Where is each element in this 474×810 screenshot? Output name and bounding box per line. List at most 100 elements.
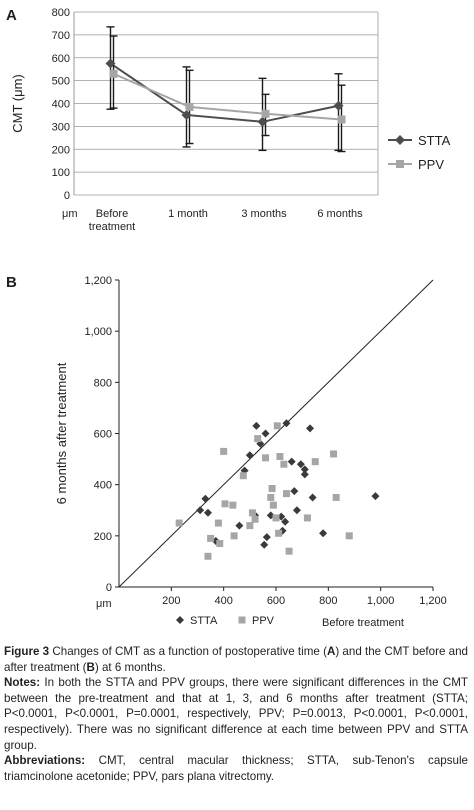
panel-b-point-stta — [281, 517, 290, 526]
panel-b-point-ppv — [330, 450, 338, 458]
caption-figure-text-2: ) and the CMT before and after treatment… — [4, 645, 468, 674]
caption-panel-a-ref: A — [326, 645, 336, 658]
panel-b-point-stta — [300, 470, 309, 479]
panel-a-y-tick-label: 700 — [52, 30, 70, 42]
panel-b-point-stta — [296, 460, 305, 469]
panel-b-point-ppv — [248, 509, 256, 517]
panel-b-point-stta — [290, 487, 299, 496]
panel-b-point-stta — [282, 419, 291, 428]
caption-figure-text-3: ) at 6 months. — [94, 660, 166, 674]
panel-b-point-stta — [308, 493, 317, 502]
caption-abbr-label: Abbreviations: — [4, 754, 86, 768]
panel-a-y-tick-label: 500 — [52, 76, 70, 88]
panel-a-y-tick-label: 600 — [52, 53, 70, 65]
panel-b-point-stta — [260, 540, 269, 549]
panel-b-point-stta — [371, 492, 380, 501]
panel-b-point-ppv — [221, 500, 229, 508]
panel-a-y-tick-label: 800 — [52, 7, 70, 19]
panel-b-point-stta — [262, 533, 271, 542]
panel-a-point-ppv — [185, 102, 194, 111]
caption-notes-text: In both the STTA and PPV groups, there w… — [4, 676, 468, 752]
panel-b-point-stta — [245, 451, 254, 460]
panel-b-point-stta — [292, 506, 301, 515]
panel-a-x-tick-label: 1 month — [168, 208, 208, 220]
panel-a-x-tick-line: Before — [96, 208, 128, 220]
panel-a-y-axis-label: CMT (μm) — [10, 74, 25, 133]
panel-b-x-tick-label: 400 — [214, 595, 232, 607]
panel-b-point-ppv — [345, 532, 353, 540]
panel-b-point-stta — [252, 421, 261, 430]
panel-b-point-ppv — [216, 540, 224, 548]
panel-a-legend-label: PPV — [418, 157, 444, 172]
panel-b-point-ppv — [311, 458, 319, 466]
panel-b-point-stta — [287, 457, 296, 466]
panel-b-y-tick-label: 200 — [94, 531, 112, 543]
panel-a-y-tick-label: 400 — [52, 99, 70, 111]
panel-b-y-tick-label: 800 — [94, 377, 112, 389]
panel-a-x-axis-label: μm — [62, 208, 78, 220]
caption-abbr-text: CMT, central macular thickness; STTA, su… — [4, 754, 468, 783]
panel-b-point-ppv — [303, 514, 311, 522]
panel-a-x-tick-label: Before treatment — [89, 208, 135, 233]
panel-b-y-tick-label: 600 — [94, 429, 112, 441]
panel-b-point-stta — [319, 529, 328, 538]
panel-b-point-ppv — [285, 547, 293, 555]
caption-figure-text-1: Changes of CMT as a function of postoper… — [49, 645, 327, 658]
panel-b-y-axis-label: 6 months after treatment — [54, 362, 69, 504]
panel-a-x-tick-line: 6 months — [317, 208, 363, 220]
figure-caption: Figure 3 Changes of CMT as a function of… — [4, 644, 468, 784]
panel-a-series-line-stta — [109, 62, 339, 123]
panel-a-point-ppv — [109, 69, 118, 78]
panel-a-legend-label: STTA — [418, 133, 451, 148]
panel-b-point-ppv — [204, 552, 212, 560]
panel-b-point-stta — [300, 465, 309, 474]
panel-b-x-tick-label: 600 — [267, 595, 285, 607]
caption-notes-label: Notes: — [4, 676, 41, 690]
panel-b-point-ppv — [282, 490, 290, 498]
panel-b-legend-label: PPV — [252, 615, 275, 627]
panel-b-point-ppv — [332, 493, 340, 501]
panel-b-point-ppv — [275, 529, 283, 537]
panel-b: B 0 200 400 600 800 1,000 1,200 200 400 600 800 1,00… — [6, 274, 447, 629]
panel-b-x-tick-label: 1,200 — [419, 595, 447, 607]
panel-a-point-stta — [333, 100, 344, 111]
panel-a-label: A — [6, 7, 17, 24]
panel-b-point-ppv — [273, 422, 281, 430]
panel-b-point-ppv — [272, 514, 280, 522]
panel-b-x-tick-label: 800 — [319, 595, 337, 607]
caption-figure-label: Figure 3 — [4, 645, 50, 658]
panel-b-label: B — [6, 274, 17, 291]
panel-b-point-ppv — [254, 435, 262, 443]
panel-b-point-stta — [203, 508, 212, 517]
panel-b-point-stta — [306, 424, 315, 433]
panel-a-point-stta — [105, 58, 116, 69]
panel-b-point-ppv — [276, 453, 284, 461]
panel-a-point-ppv — [337, 115, 346, 124]
panel-b-point-ppv — [262, 454, 270, 462]
panel-b-point-ppv — [268, 485, 276, 493]
panel-b-point-ppv — [175, 519, 183, 527]
caption-abbreviations: Abbreviations: CMT, central macular thic… — [4, 753, 468, 784]
panel-b-y-tick-label: 1,200 — [84, 275, 112, 287]
panel-b-point-stta — [201, 494, 210, 503]
panel-a-y-tick-label: 0 — [64, 190, 70, 202]
panel-b-point-ppv — [251, 515, 259, 523]
panel-b-legend-marker — [238, 616, 246, 624]
panel-a-x-tick-line: 3 months — [241, 208, 287, 220]
panel-a-legend-marker — [395, 135, 405, 145]
panel-b-x-axis-label: Before treatment — [322, 617, 404, 629]
panel-b-point-ppv — [239, 472, 247, 480]
panel-a-series-line-ppv — [113, 72, 342, 121]
panel-a-x-tick-label: 3 months — [241, 208, 287, 220]
panel-a-x-tick-line: 1 month — [168, 208, 208, 220]
panel-a-x-tick-label: 6 months — [317, 208, 363, 220]
panel-b-y-tick-label: 0 — [106, 582, 112, 594]
panel-b-y-tick-label: 1,000 — [84, 326, 112, 338]
panel-b-y-tick-label: 400 — [94, 480, 112, 492]
panel-a-point-stta — [181, 109, 192, 120]
panel-b-point-ppv — [280, 460, 288, 468]
panel-b-legend-marker — [176, 616, 184, 624]
panel-b-point-ppv — [214, 519, 222, 527]
panel-a-x-tick-line: treatment — [89, 221, 135, 233]
panel-b-reference-line — [118, 279, 434, 588]
